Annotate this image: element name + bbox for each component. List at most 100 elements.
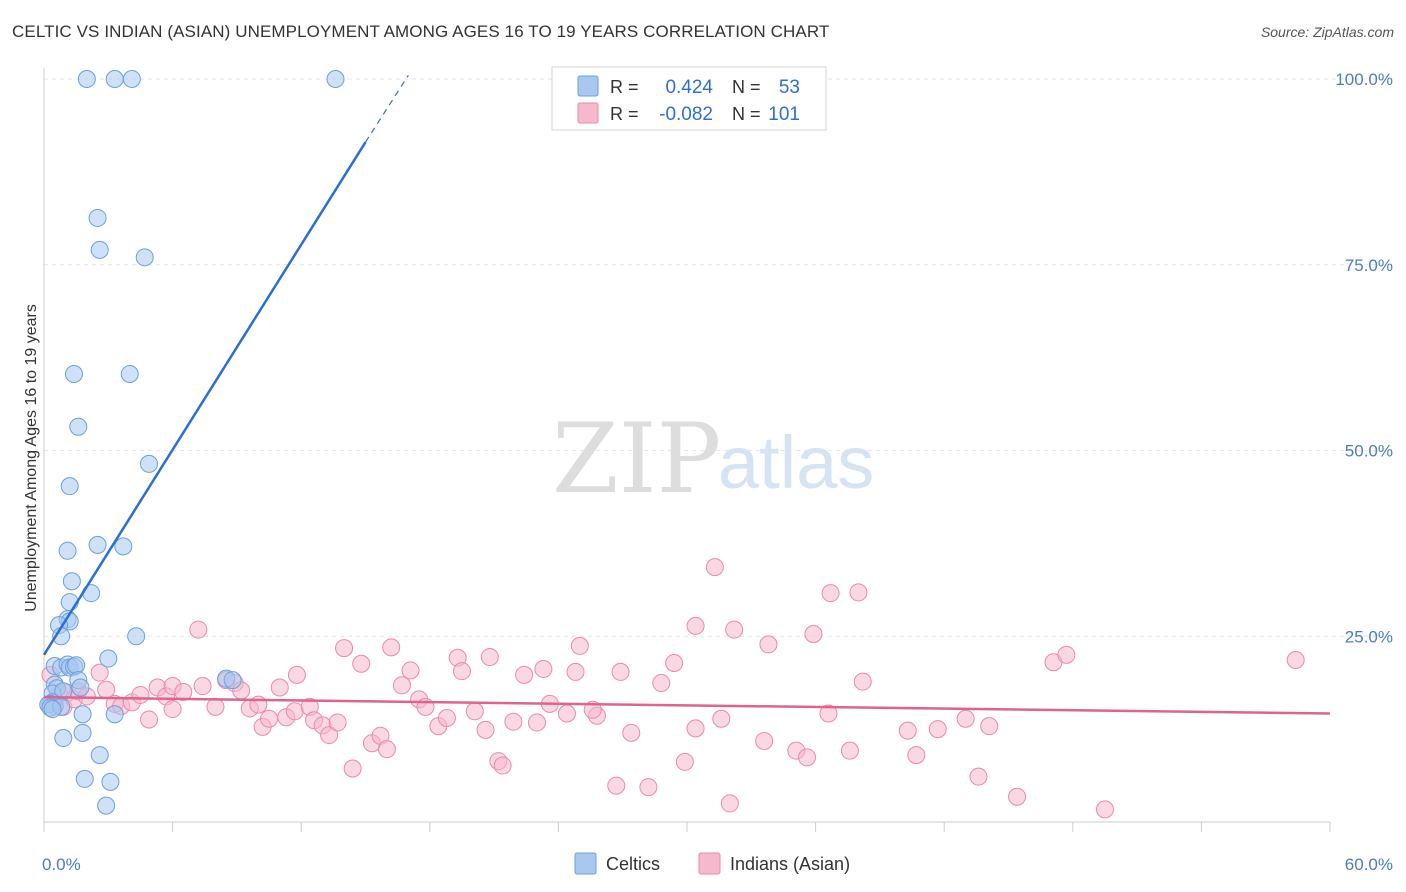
watermark-zip: ZIP (552, 403, 721, 515)
indian-point-38 (328, 713, 347, 732)
legend-r-label-indian: R = (610, 104, 639, 124)
indian-point-60 (515, 665, 534, 684)
indian-point-53 (452, 662, 471, 681)
legend-r-value-celtic: 0.424 (665, 77, 713, 98)
indian-point-59 (504, 712, 523, 731)
celtic-point-3 (326, 70, 345, 88)
celtic-point-5 (90, 240, 109, 259)
celtic-point-6 (135, 248, 154, 267)
y-tick-label-100: 100.0% (1335, 70, 1393, 89)
indian-point-46 (392, 676, 411, 695)
indian-point-95 (956, 709, 975, 728)
celtic-point-50 (101, 772, 120, 791)
indian-point-62 (534, 659, 553, 678)
indian-point-87 (819, 704, 838, 723)
celtic-point-8 (120, 364, 139, 383)
indian-point-58 (493, 756, 512, 775)
indian-point-93 (907, 746, 926, 765)
celtic-point-23 (99, 649, 118, 668)
indian-point-51 (437, 708, 456, 727)
celtic-point-45 (105, 705, 124, 724)
indian-point-70 (611, 662, 630, 681)
bottom-legend-swatch-indian (698, 852, 721, 875)
indian-point-8 (90, 663, 109, 682)
indian-point-21 (193, 677, 212, 696)
indian-point-18 (163, 700, 182, 719)
source-label: Source: ZipAtlas.com (1260, 24, 1394, 40)
celtic-point-51 (97, 796, 116, 815)
indian-point-37 (320, 726, 339, 745)
indian-point-44 (377, 740, 396, 759)
indian-point-61 (527, 713, 546, 732)
indian-point-39 (335, 639, 354, 658)
y-tick-label-75: 75.0% (1345, 256, 1393, 275)
legend-n-label-celtic: N = (732, 77, 761, 97)
y-tick-label-25: 25.0% (1345, 627, 1393, 646)
indian-point-80 (720, 794, 739, 813)
indian-point-75 (675, 752, 694, 771)
indian-point-54 (465, 702, 484, 721)
legend-n-label-indian: N = (732, 104, 761, 124)
celtic-point-48 (90, 746, 109, 765)
indian-point-41 (352, 654, 371, 673)
indian-trendline (43, 695, 1331, 715)
indian-point-40 (343, 759, 362, 778)
indian-point-78 (705, 558, 724, 577)
indian-point-33 (287, 665, 306, 684)
bottom-legend-label-indian: Indians (Asian) (730, 854, 850, 874)
x-tick-label-end: 60.0% (1345, 855, 1393, 874)
bottom-legend-label-celtic: Celtics (606, 854, 660, 874)
indian-point-20 (189, 620, 208, 639)
legend-n-value-indian: 101 (768, 104, 800, 125)
celtic-point-16 (62, 572, 81, 591)
legend-r-label-celtic: R = (610, 77, 639, 97)
x-tick-label-start: 0.0% (42, 855, 81, 874)
celtic-trendline-extension (364, 74, 409, 143)
indian-point-81 (725, 620, 744, 639)
celtic-point-2 (122, 70, 141, 88)
celtic-point-13 (114, 537, 133, 556)
indian-point-72 (639, 778, 658, 797)
y-axis-label: Unemployment Among Ages 16 to 19 years (23, 304, 40, 612)
indian-point-89 (840, 741, 859, 760)
celtic-point-4 (88, 208, 107, 227)
celtic-point-22 (127, 627, 146, 646)
indian-point-65 (566, 662, 585, 681)
legend-n-value-celtic: 53 (779, 77, 800, 98)
indian-point-22 (206, 697, 225, 716)
indian-point-100 (1057, 645, 1076, 664)
celtic-point-7 (65, 364, 84, 383)
indian-point-85 (798, 748, 817, 767)
trend-layer (42, 74, 1331, 715)
celtic-point-32 (223, 671, 242, 690)
axes-layer (43, 68, 1331, 832)
indian-point-71 (622, 723, 641, 742)
indian-point-19 (174, 682, 193, 701)
indian-point-73 (652, 674, 671, 693)
indian-point-55 (476, 720, 495, 739)
celtic-point-47 (54, 729, 73, 748)
celtic-point-49 (75, 769, 94, 788)
celtic-trendline (42, 141, 367, 656)
celtic-point-11 (60, 477, 79, 496)
indian-point-66 (570, 636, 589, 655)
celtic-point-14 (58, 541, 77, 560)
indian-point-56 (480, 648, 499, 667)
labels-layer: 25.0% 50.0% 75.0% 100.0% 0.0% 60.0% (42, 70, 1393, 874)
indian-point-97 (980, 717, 999, 736)
celtic-point-52 (43, 700, 62, 719)
indian-point-32 (285, 702, 304, 721)
indian-point-96 (969, 767, 988, 786)
indian-point-98 (1008, 787, 1027, 806)
indian-point-92 (898, 721, 917, 740)
celtic-point-46 (73, 723, 92, 742)
indian-point-77 (686, 719, 705, 738)
indian-point-13 (131, 685, 150, 704)
indian-point-69 (607, 776, 626, 795)
celtic-point-1 (105, 70, 124, 88)
legend-r-value-indian: -0.082 (659, 104, 713, 125)
indian-point-91 (853, 672, 872, 691)
indian-point-90 (849, 583, 868, 602)
legend: R = 0.424 N = 53 R = -0.082 N = 101 (551, 66, 827, 131)
